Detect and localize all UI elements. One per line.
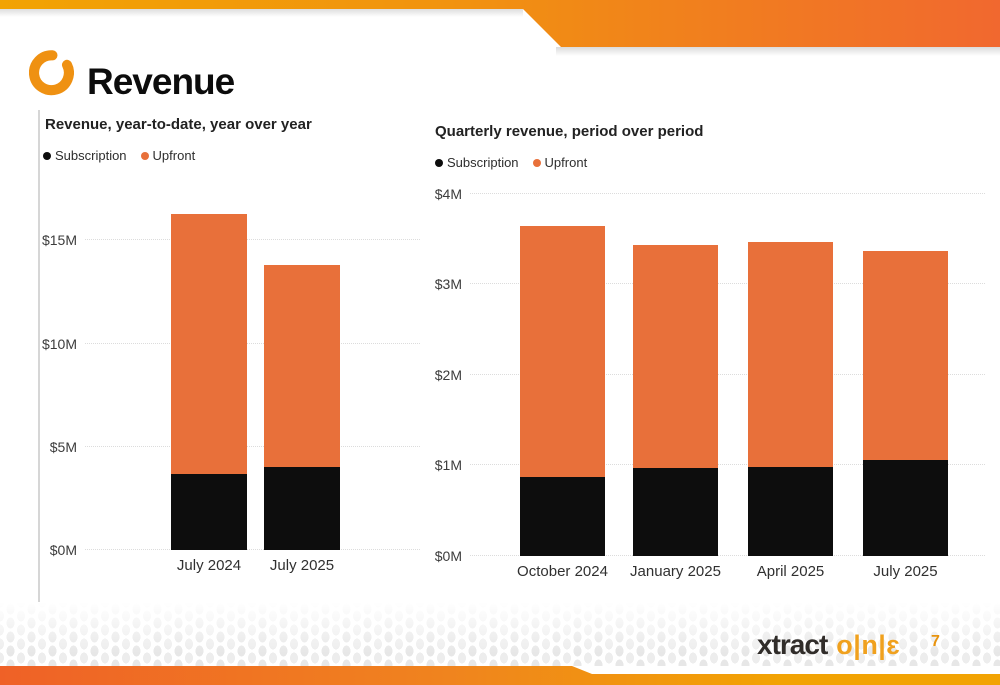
x-axis-label: January 2025 (630, 563, 721, 580)
top-band-shadow-left (0, 9, 523, 17)
y-tick-label: $10M (41, 335, 77, 352)
vertical-divider-line (38, 110, 40, 602)
bottom-accent-band (0, 666, 1000, 685)
page-number: 7 (931, 633, 940, 650)
legend-item-upfront: Upfront (140, 148, 196, 163)
bar-subscription-segment (748, 467, 833, 556)
legend-item-subscription: Subscription (435, 155, 519, 170)
y-tick-label: $1M (434, 457, 462, 474)
upfront-legend-marker (140, 151, 149, 160)
brand-word: xtract (757, 629, 828, 660)
chart-legend: Subscription Upfront (43, 148, 195, 163)
legend-label: Subscription (447, 155, 519, 170)
chart-title: Revenue, year-to-date, year over year (45, 116, 312, 133)
bar-upfront-segment (748, 241, 833, 468)
bar-upfront-segment (633, 244, 718, 469)
chart-legend: Subscription Upfront (435, 155, 587, 170)
gridline (85, 239, 420, 241)
y-tick-label: $0M (49, 542, 77, 558)
upfront-legend-marker (532, 158, 541, 167)
x-axis-label: October 2024 (517, 563, 608, 580)
brand-mark: o|n|ɛ (836, 630, 901, 660)
bar-subscription-segment (863, 460, 948, 556)
gridline (85, 445, 420, 447)
xtract-one-logo: xtract o|n|ɛ (757, 629, 900, 661)
legend-label: Upfront (152, 148, 196, 163)
y-tick-label: $2M (434, 366, 462, 383)
bar-subscription-segment (264, 467, 340, 550)
legend-item-subscription: Subscription (43, 148, 127, 163)
bar-upfront-segment (863, 250, 948, 461)
y-tick-label: $0M (434, 548, 462, 564)
x-axis-label: July 2025 (873, 563, 938, 580)
plot-area: $0M $5M $10M $15M July 2024 July 2025 (42, 195, 420, 574)
gridline (470, 373, 985, 375)
y-tick-label: $4M (434, 185, 462, 202)
plot-area: $0M $1M $2M $3M $4M October 2024 January 2025 A… (435, 186, 985, 580)
bar-subscription-segment (633, 468, 718, 556)
y-tick-label: $15M (41, 232, 77, 249)
top-accent-band (0, 0, 1000, 47)
brand-arc-icon (29, 49, 74, 106)
gridline (470, 192, 985, 194)
x-axis-label: July 2025 (269, 557, 335, 574)
halftone-dots-pattern (0, 602, 1000, 666)
bar-upfront-segment (264, 265, 340, 468)
legend-item-upfront: Upfront (532, 155, 588, 170)
bar-subscription-segment (520, 477, 605, 556)
gridline (470, 283, 985, 285)
legend-label: Upfront (544, 155, 588, 170)
subscription-legend-marker (43, 151, 51, 160)
chart-title: Quarterly revenue, period over period (435, 123, 704, 140)
slide-title: Revenue (87, 61, 235, 102)
x-axis-label: July 2024 (176, 557, 242, 574)
y-tick-label: $3M (434, 276, 462, 293)
bar-upfront-segment (171, 213, 247, 474)
bar-subscription-segment (171, 473, 247, 550)
top-band-shadow-right (556, 47, 1000, 56)
x-axis-label: April 2025 (756, 563, 825, 580)
bar-upfront-segment (520, 225, 605, 478)
gridline (470, 555, 985, 556)
gridline (85, 342, 420, 344)
gridline (470, 464, 985, 466)
legend-label: Subscription (55, 148, 127, 163)
subscription-legend-marker (435, 158, 443, 167)
gridline (85, 549, 420, 550)
y-tick-label: $5M (49, 438, 77, 455)
